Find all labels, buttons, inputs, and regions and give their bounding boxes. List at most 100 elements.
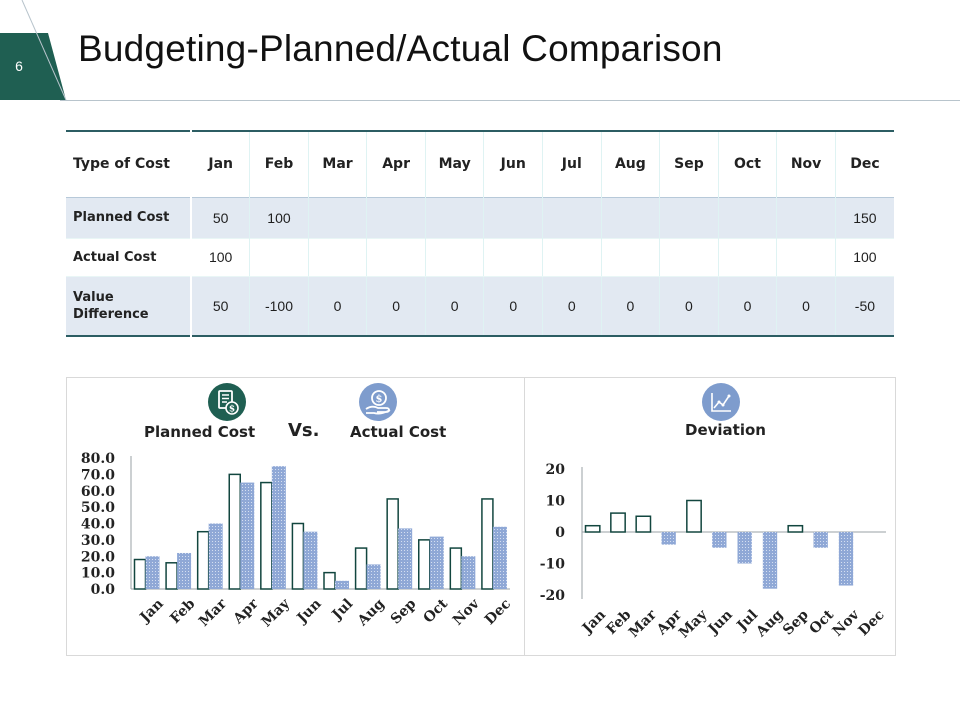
actual-bar — [303, 531, 318, 589]
planned-bar — [196, 530, 210, 590]
x-tick-label: Jun — [704, 607, 736, 639]
table-cell: 0 — [717, 276, 777, 336]
x-tick-label: Feb — [167, 596, 198, 627]
deviation-panel: Deviation 20 10 0 -10 -20 Jan Feb Mar Apr May Jun J… — [524, 377, 896, 656]
table-cell — [483, 237, 543, 277]
table-cell — [659, 237, 719, 277]
y-tick-label: 10 — [546, 494, 566, 510]
x-tick-label: Sep — [780, 607, 812, 639]
table-cell — [307, 237, 367, 277]
planned-bar — [291, 522, 305, 590]
header-month: Sep — [659, 131, 719, 197]
table-cell: 50 — [190, 276, 250, 336]
table-cell: 0 — [600, 276, 660, 336]
x-tick-label: May — [676, 606, 711, 641]
header-month: Aug — [600, 131, 660, 197]
table-cell: 0 — [659, 276, 719, 336]
hand-dollar-icon: $ — [359, 383, 397, 421]
row-label: Value Difference — [73, 289, 149, 322]
planned-actual-bar-chart: 80.070.060.050.040.030.020.010.00.0 Jan Fe… — [81, 451, 514, 630]
x-tick-label: Dec — [856, 607, 888, 639]
x-tick-label: Dec — [482, 596, 514, 628]
table-cell: -50 — [834, 276, 894, 336]
y-tick-label: 10.0 — [81, 566, 115, 582]
table-cell — [307, 197, 367, 238]
actual-bar — [240, 482, 255, 589]
table-cell: 0 — [483, 276, 543, 336]
legend-planned-cost: Planned Cost — [144, 423, 256, 441]
deviation-bar — [813, 532, 828, 548]
x-tick-label: Jun — [293, 596, 325, 628]
x-tick-label: Nov — [450, 595, 483, 628]
invoice-dollar-icon: $ — [208, 383, 246, 421]
x-tick-label: Sep — [388, 596, 420, 628]
header-month: Oct — [717, 131, 777, 197]
row-label: Actual Cost — [66, 237, 192, 277]
row-label: Planned Cost — [73, 210, 170, 225]
deviation-title: Deviation — [685, 421, 766, 439]
x-tick-label: Jul — [328, 596, 356, 624]
table-cell: -100 — [249, 276, 309, 336]
page-title: Budgeting-Planned/Actual Comparison — [78, 28, 723, 69]
planned-bar — [449, 547, 463, 590]
y-tick-label: 20 — [546, 462, 566, 478]
x-tick-label: Jan — [578, 607, 609, 638]
actual-bar — [429, 536, 444, 589]
table-cell — [366, 197, 426, 238]
table-row-value-difference: Value Difference 50 -100 0 0 0 0 0 0 0 0… — [66, 276, 894, 336]
table-cell — [717, 197, 777, 238]
table-cell: 100 — [190, 237, 250, 277]
x-tick-label: Nov — [830, 606, 863, 639]
deviation-bar — [584, 524, 601, 533]
table-cell — [483, 197, 543, 238]
table-cell — [659, 197, 719, 238]
planned-bar — [133, 558, 147, 590]
table-cell — [600, 237, 660, 277]
table-cell — [776, 197, 836, 238]
y-tick-label: -10 — [540, 557, 566, 573]
header-month: Jan — [190, 131, 250, 197]
x-tick-label: Mar — [626, 607, 660, 641]
y-tick-label: 60.0 — [81, 484, 115, 500]
table-cell: 150 — [834, 197, 894, 238]
table-cell: 0 — [776, 276, 836, 336]
table-cell: 0 — [366, 276, 426, 336]
header-type-of-cost: Type of Cost — [73, 155, 170, 172]
planned-bar — [386, 498, 399, 590]
y-tick-label: 70.0 — [81, 467, 115, 483]
svg-text:$: $ — [376, 394, 383, 405]
header-month: Jul — [542, 131, 602, 197]
deviation-bar — [661, 532, 676, 545]
table-cell: 100 — [834, 237, 894, 277]
legend-vs: Vs. — [288, 420, 320, 441]
planned-bar — [165, 562, 178, 590]
deviation-bar — [787, 524, 804, 533]
line-chart-icon — [702, 383, 740, 421]
cost-table: Type of Cost Jan Feb Mar Apr May Jun Jul… — [66, 130, 894, 337]
x-tick-label: Jan — [136, 596, 167, 627]
actual-bar — [177, 552, 192, 589]
header-month: Feb — [249, 131, 309, 197]
x-tick-label: Apr — [230, 596, 262, 628]
table-row-planned-cost: Planned Cost 50 100 150 — [66, 197, 894, 238]
table-header-row: Type of Cost Jan Feb Mar Apr May Jun Jul… — [66, 131, 894, 197]
table-cell — [249, 237, 309, 277]
deviation-bar — [635, 515, 652, 533]
header-month: Dec — [834, 131, 894, 197]
planned-bar — [228, 473, 241, 590]
planned-bar — [354, 547, 368, 590]
page-badge — [0, 0, 67, 100]
table-cell — [424, 237, 484, 277]
y-tick-label: 0 — [555, 525, 565, 541]
actual-bar — [461, 556, 476, 589]
table-cell — [776, 237, 836, 277]
table-cell — [424, 197, 484, 238]
table-cell — [542, 197, 602, 238]
header-month: Nov — [776, 131, 836, 197]
planned-bar — [323, 571, 336, 590]
planned-vs-actual-panel: $ $ Planned Cost Vs. Actual Cost 80.0 70.… — [66, 377, 527, 656]
svg-text:$: $ — [229, 405, 235, 415]
deviation-bar-chart: 20100-10-20JanFebMarAprMayJunJulAugSepOc… — [540, 462, 888, 641]
table-cell: 50 — [190, 197, 250, 238]
legend-actual-cost: Actual Cost — [350, 423, 447, 441]
